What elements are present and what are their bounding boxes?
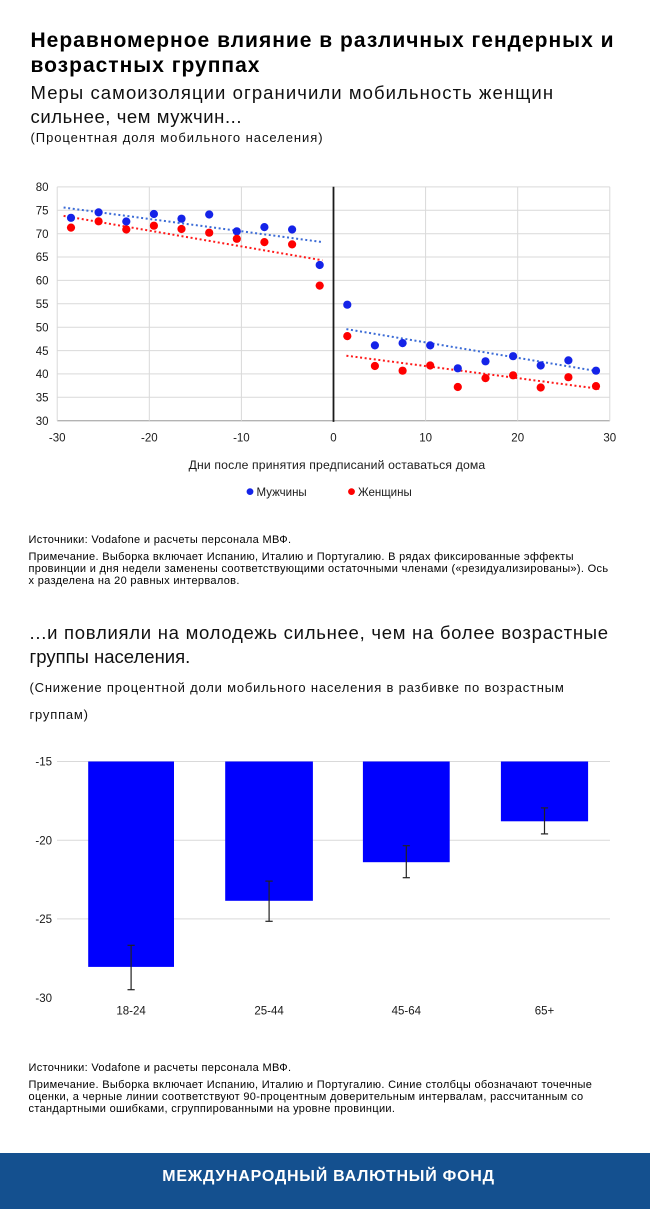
- svg-text:10: 10: [419, 433, 432, 445]
- svg-text:Женщины: Женщины: [358, 487, 412, 499]
- svg-text:-30: -30: [35, 993, 52, 1005]
- svg-text:Дни после принятия предписаний: Дни после принятия предписаний оставатьс…: [189, 458, 486, 472]
- svg-text:50: 50: [36, 322, 49, 334]
- svg-text:-20: -20: [35, 835, 52, 847]
- svg-text:70: 70: [36, 229, 49, 241]
- svg-text:20: 20: [511, 433, 524, 445]
- svg-text:-10: -10: [233, 433, 250, 445]
- svg-text:60: 60: [36, 276, 49, 288]
- svg-text:40: 40: [36, 369, 49, 381]
- svg-text:-20: -20: [141, 433, 158, 445]
- svg-text:0: 0: [330, 433, 336, 445]
- svg-text:30: 30: [603, 433, 616, 445]
- svg-text:80: 80: [36, 182, 49, 194]
- svg-text:65+: 65+: [535, 1006, 555, 1018]
- svg-text:-15: -15: [35, 757, 52, 769]
- svg-text:Мужчины: Мужчины: [257, 487, 307, 499]
- svg-text:45-64: 45-64: [392, 1006, 422, 1018]
- svg-text:25-44: 25-44: [254, 1006, 284, 1018]
- svg-text:75: 75: [36, 206, 49, 218]
- svg-text:-30: -30: [49, 433, 66, 445]
- svg-text:55: 55: [36, 299, 49, 311]
- svg-text:30: 30: [36, 416, 49, 428]
- svg-text:18-24: 18-24: [116, 1006, 146, 1018]
- svg-text:45: 45: [36, 346, 49, 358]
- svg-text:35: 35: [36, 393, 49, 405]
- svg-text:65: 65: [36, 252, 49, 264]
- svg-text:-25: -25: [35, 914, 52, 926]
